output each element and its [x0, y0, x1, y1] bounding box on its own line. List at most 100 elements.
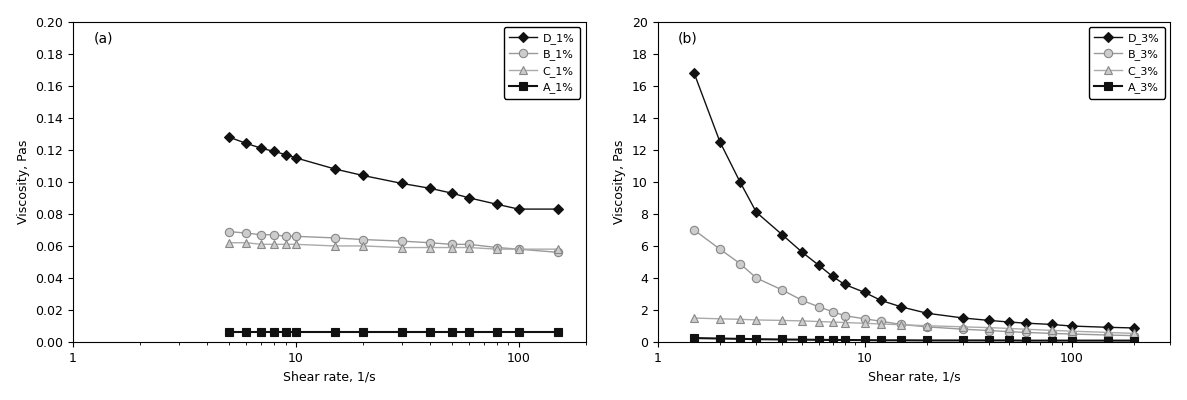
- A_1%: [240, 330, 254, 335]
- A_1%: [444, 330, 458, 335]
- B_3%: [1100, 333, 1115, 338]
- A_3%: [825, 338, 839, 342]
- C_3%: [857, 321, 871, 326]
- B_3%: [857, 316, 871, 321]
- D_1%: [222, 135, 236, 140]
- B_3%: [1065, 332, 1079, 336]
- A_1%: [512, 330, 526, 335]
- Y-axis label: Viscosity, Pas: Viscosity, Pas: [17, 140, 30, 224]
- C_3%: [1045, 328, 1059, 333]
- A_3%: [795, 337, 810, 342]
- C_1%: [551, 247, 565, 252]
- A_3%: [749, 337, 763, 342]
- Line: A_1%: A_1%: [224, 328, 561, 337]
- Text: (a): (a): [94, 31, 113, 45]
- D_1%: [512, 207, 526, 212]
- B_1%: [356, 237, 370, 242]
- A_3%: [1126, 338, 1141, 343]
- D_3%: [749, 210, 763, 215]
- B_1%: [462, 242, 476, 247]
- D_1%: [288, 156, 303, 160]
- C_3%: [1065, 329, 1079, 334]
- C_3%: [837, 320, 851, 325]
- D_3%: [1065, 324, 1079, 328]
- C_3%: [795, 318, 810, 323]
- C_1%: [279, 242, 293, 247]
- A_1%: [551, 330, 565, 335]
- A_1%: [462, 330, 476, 335]
- B_3%: [1018, 330, 1033, 335]
- Y-axis label: Viscosity, Pas: Viscosity, Pas: [614, 140, 627, 224]
- C_1%: [356, 244, 370, 248]
- D_3%: [837, 282, 851, 287]
- Legend: D_3%, B_3%, C_3%, A_3%: D_3%, B_3%, C_3%, A_3%: [1088, 27, 1164, 99]
- Line: D_1%: D_1%: [226, 134, 561, 212]
- B_3%: [1002, 329, 1016, 334]
- D_3%: [1100, 325, 1115, 330]
- A_3%: [920, 338, 934, 343]
- D_3%: [957, 316, 971, 320]
- A_1%: [423, 330, 437, 335]
- D_1%: [462, 196, 476, 200]
- B_3%: [712, 247, 726, 252]
- B_1%: [222, 229, 236, 234]
- D_1%: [267, 149, 281, 154]
- C_3%: [732, 317, 747, 322]
- A_3%: [712, 336, 726, 341]
- B_3%: [982, 328, 996, 333]
- B_3%: [732, 261, 747, 266]
- D_1%: [444, 191, 458, 196]
- C_3%: [874, 322, 888, 326]
- C_3%: [1100, 330, 1115, 335]
- B_3%: [812, 304, 826, 309]
- A_3%: [857, 338, 871, 342]
- C_1%: [462, 245, 476, 250]
- C_3%: [1126, 331, 1141, 336]
- A_3%: [957, 338, 971, 343]
- C_3%: [1002, 326, 1016, 331]
- C_3%: [712, 316, 726, 321]
- D_3%: [1045, 322, 1059, 327]
- A_3%: [1065, 338, 1079, 343]
- X-axis label: Shear rate, 1/s: Shear rate, 1/s: [283, 370, 375, 383]
- C_1%: [288, 242, 303, 247]
- Line: A_3%: A_3%: [690, 334, 1138, 345]
- B_1%: [328, 236, 342, 240]
- Line: C_1%: C_1%: [224, 238, 561, 253]
- A_1%: [254, 330, 268, 335]
- B_1%: [395, 239, 410, 244]
- D_3%: [825, 274, 839, 279]
- B_3%: [825, 309, 839, 314]
- A_3%: [894, 338, 908, 343]
- B_1%: [423, 240, 437, 245]
- D_3%: [874, 298, 888, 303]
- A_1%: [328, 330, 342, 335]
- B_1%: [279, 234, 293, 239]
- B_3%: [957, 327, 971, 332]
- A_3%: [1002, 338, 1016, 343]
- X-axis label: Shear rate, 1/s: Shear rate, 1/s: [868, 370, 960, 383]
- B_1%: [267, 232, 281, 237]
- C_3%: [957, 324, 971, 329]
- D_3%: [795, 250, 810, 255]
- D_3%: [1002, 320, 1016, 324]
- D_3%: [775, 232, 789, 237]
- C_1%: [512, 247, 526, 252]
- C_1%: [490, 247, 504, 252]
- A_3%: [812, 338, 826, 342]
- D_3%: [732, 180, 747, 184]
- D_1%: [423, 186, 437, 191]
- C_1%: [222, 240, 236, 245]
- D_1%: [240, 141, 254, 146]
- A_3%: [1018, 338, 1033, 343]
- D_3%: [894, 304, 908, 309]
- B_1%: [490, 245, 504, 250]
- B_3%: [1045, 331, 1059, 336]
- C_3%: [749, 318, 763, 322]
- C_1%: [254, 242, 268, 247]
- Line: C_3%: C_3%: [690, 314, 1138, 338]
- D_1%: [279, 152, 293, 157]
- Legend: D_1%, B_1%, C_1%, A_1%: D_1%, B_1%, C_1%, A_1%: [504, 27, 580, 99]
- B_3%: [1126, 333, 1141, 338]
- Line: B_1%: B_1%: [224, 227, 561, 256]
